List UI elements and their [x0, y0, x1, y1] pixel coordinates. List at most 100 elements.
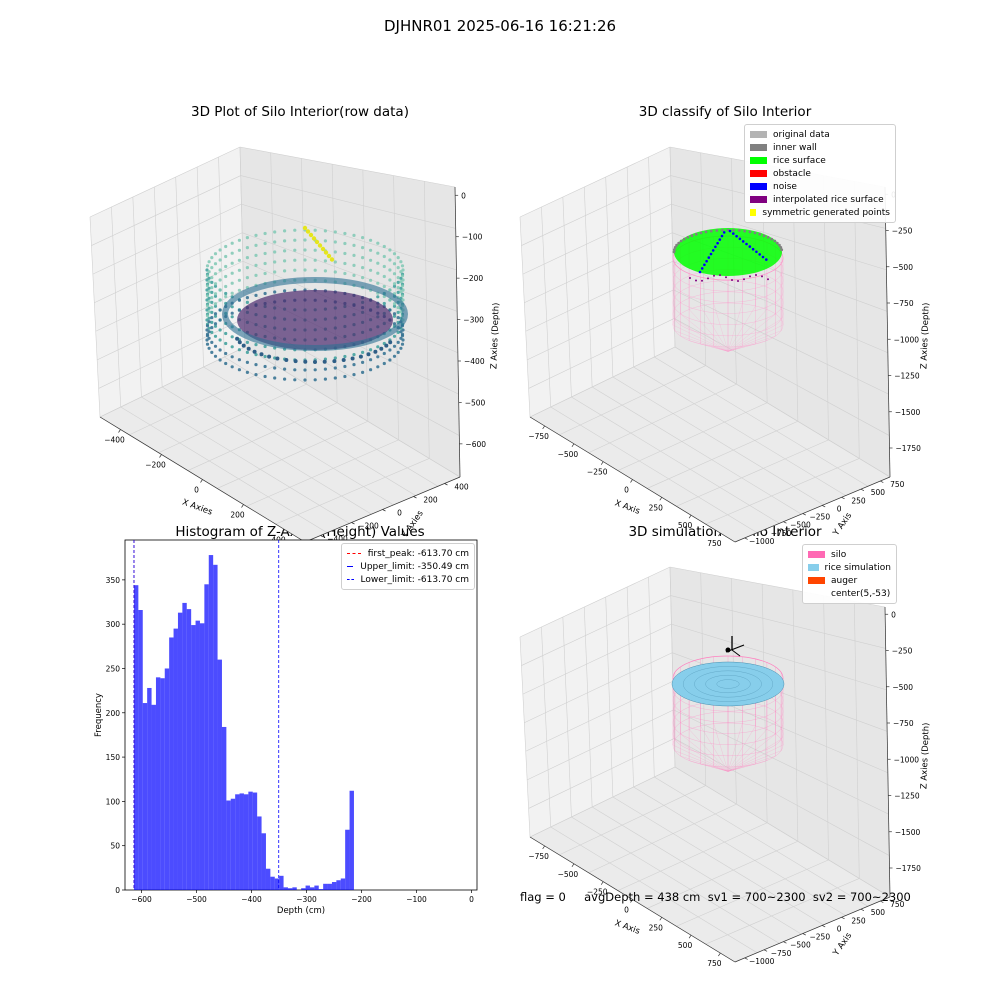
- panel4-x-tick-label: 250: [649, 923, 664, 932]
- panel1-grid: [239, 146, 456, 188]
- panel1-point: [303, 248, 307, 252]
- panel2-grid: [676, 439, 829, 507]
- panel2-legend-swatch: [750, 170, 767, 177]
- panel1-point: [224, 341, 228, 346]
- panel4-grid: [674, 738, 890, 856]
- panel1-grid: [187, 402, 338, 471]
- panel1-floor-points: [237, 290, 393, 350]
- panel1-point: [275, 356, 280, 361]
- panel2-interpolated-point: [731, 279, 733, 281]
- panel2-legend-swatch: [750, 144, 767, 151]
- panel1-point: [210, 306, 214, 310]
- panel1-point: [213, 334, 218, 338]
- panel2-interpolated-point: [743, 278, 745, 281]
- panel1-y-tick-label: −400: [327, 535, 348, 544]
- panel2-grid: [541, 206, 552, 408]
- panel1-point: [333, 260, 337, 264]
- panel2-x-tick: [542, 425, 545, 430]
- panel2-noise-point: [714, 245, 717, 249]
- panel1-point: [400, 284, 405, 288]
- panel1-point: [361, 256, 365, 260]
- panel4-x-tick-label: 500: [678, 941, 693, 950]
- panel2-inner-wall-point: [758, 232, 762, 236]
- panel1-point: [358, 354, 363, 359]
- panel2-grid: [519, 216, 531, 418]
- panel1-point: [283, 377, 287, 381]
- panel4-floor-pane: [530, 767, 890, 962]
- panel4-y-tick-label: −250: [810, 933, 831, 942]
- panel1-point: [263, 241, 267, 246]
- panel1-point: [245, 276, 249, 280]
- panel2-legend-swatch: [750, 209, 757, 216]
- panel1-point: [210, 276, 214, 280]
- panel2-interpolated-point: [713, 274, 715, 277]
- panel1-point: [369, 248, 373, 252]
- panel2-x-tick-label: 750: [707, 539, 722, 548]
- panel2-y-tick: [822, 505, 826, 508]
- panel1-point: [267, 354, 272, 359]
- panel1-point: [218, 328, 222, 332]
- histogram-bar: [336, 880, 341, 890]
- panel2-silo-cone: [680, 335, 729, 352]
- panel4-mesh-ring: [683, 666, 774, 702]
- panel1-point: [313, 268, 317, 272]
- panel2-noise-point: [761, 255, 765, 259]
- panel1-point: [392, 334, 397, 338]
- panel1-point: [382, 274, 386, 279]
- panel1-point: [396, 280, 400, 284]
- panel4-grid: [792, 589, 799, 842]
- panel1-point: [293, 258, 297, 262]
- panel2-classified-points: [672, 228, 784, 282]
- panel2-inner-wall-point: [780, 248, 784, 252]
- panel1-point: [352, 353, 356, 357]
- panel1-point: [382, 301, 386, 306]
- panel1-x-tick: [282, 529, 285, 533]
- panel2-noise-point: [765, 258, 768, 261]
- panel1-point: [205, 304, 210, 308]
- panel2-noise-point: [720, 234, 724, 238]
- panel4-legend-swatch: [808, 590, 825, 597]
- histogram-bar: [195, 620, 200, 890]
- panel1-point: [388, 268, 392, 272]
- panel1-point-cloud: [205, 225, 408, 382]
- panel1-point: [302, 225, 308, 231]
- panel1-point: [293, 359, 298, 364]
- panel4-x-tick: [718, 952, 721, 957]
- panel1-point: [224, 254, 228, 259]
- panel1-grid: [92, 203, 242, 275]
- panel4-silo-cone: [727, 723, 743, 772]
- panel1-point: [313, 228, 317, 232]
- panel4-y-tick: [744, 957, 748, 960]
- panel4-silo-cone: [674, 750, 729, 772]
- panel2-y-tick-label: 0: [837, 504, 842, 513]
- panel4-y-tick: [763, 949, 768, 952]
- histogram-bar: [208, 555, 214, 890]
- panel4-silo-cone: [713, 723, 729, 772]
- panel2-z-label: Z Axies (Depth): [919, 302, 931, 369]
- panel2-z-tick-label: −1250: [894, 372, 920, 381]
- histogram-bar: [155, 677, 161, 890]
- panel1-point: [399, 330, 403, 334]
- panel4-silo-cone: [727, 725, 756, 772]
- histogram-bar: [323, 883, 328, 890]
- histogram-bar: [133, 585, 139, 890]
- panel1-point: [254, 293, 258, 297]
- histogram-x-tick-label: −200: [351, 895, 372, 904]
- panel1-point: [224, 264, 228, 269]
- panel2-legend-entry: noise: [750, 180, 890, 193]
- panel2-y-tick-label: 750: [890, 480, 905, 489]
- histogram-bar: [318, 889, 324, 890]
- panel4-grid: [617, 822, 768, 891]
- histogram-bar: [169, 637, 174, 890]
- panel2-grid: [612, 376, 824, 506]
- panel2-noise-point: [698, 270, 702, 274]
- panel4-grid: [612, 796, 824, 926]
- panel1-point: [329, 257, 335, 262]
- panel1-point: [210, 326, 214, 330]
- histogram-bar: [261, 833, 266, 890]
- panel2-noise-point: [758, 253, 761, 256]
- panel1-grid: [94, 232, 243, 303]
- panel2-silo-cone: [727, 319, 782, 352]
- panel1-point: [207, 310, 211, 314]
- panel1-point: [205, 334, 210, 338]
